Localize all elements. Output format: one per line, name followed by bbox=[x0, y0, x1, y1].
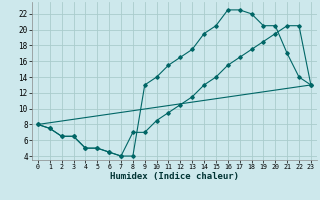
X-axis label: Humidex (Indice chaleur): Humidex (Indice chaleur) bbox=[110, 172, 239, 181]
